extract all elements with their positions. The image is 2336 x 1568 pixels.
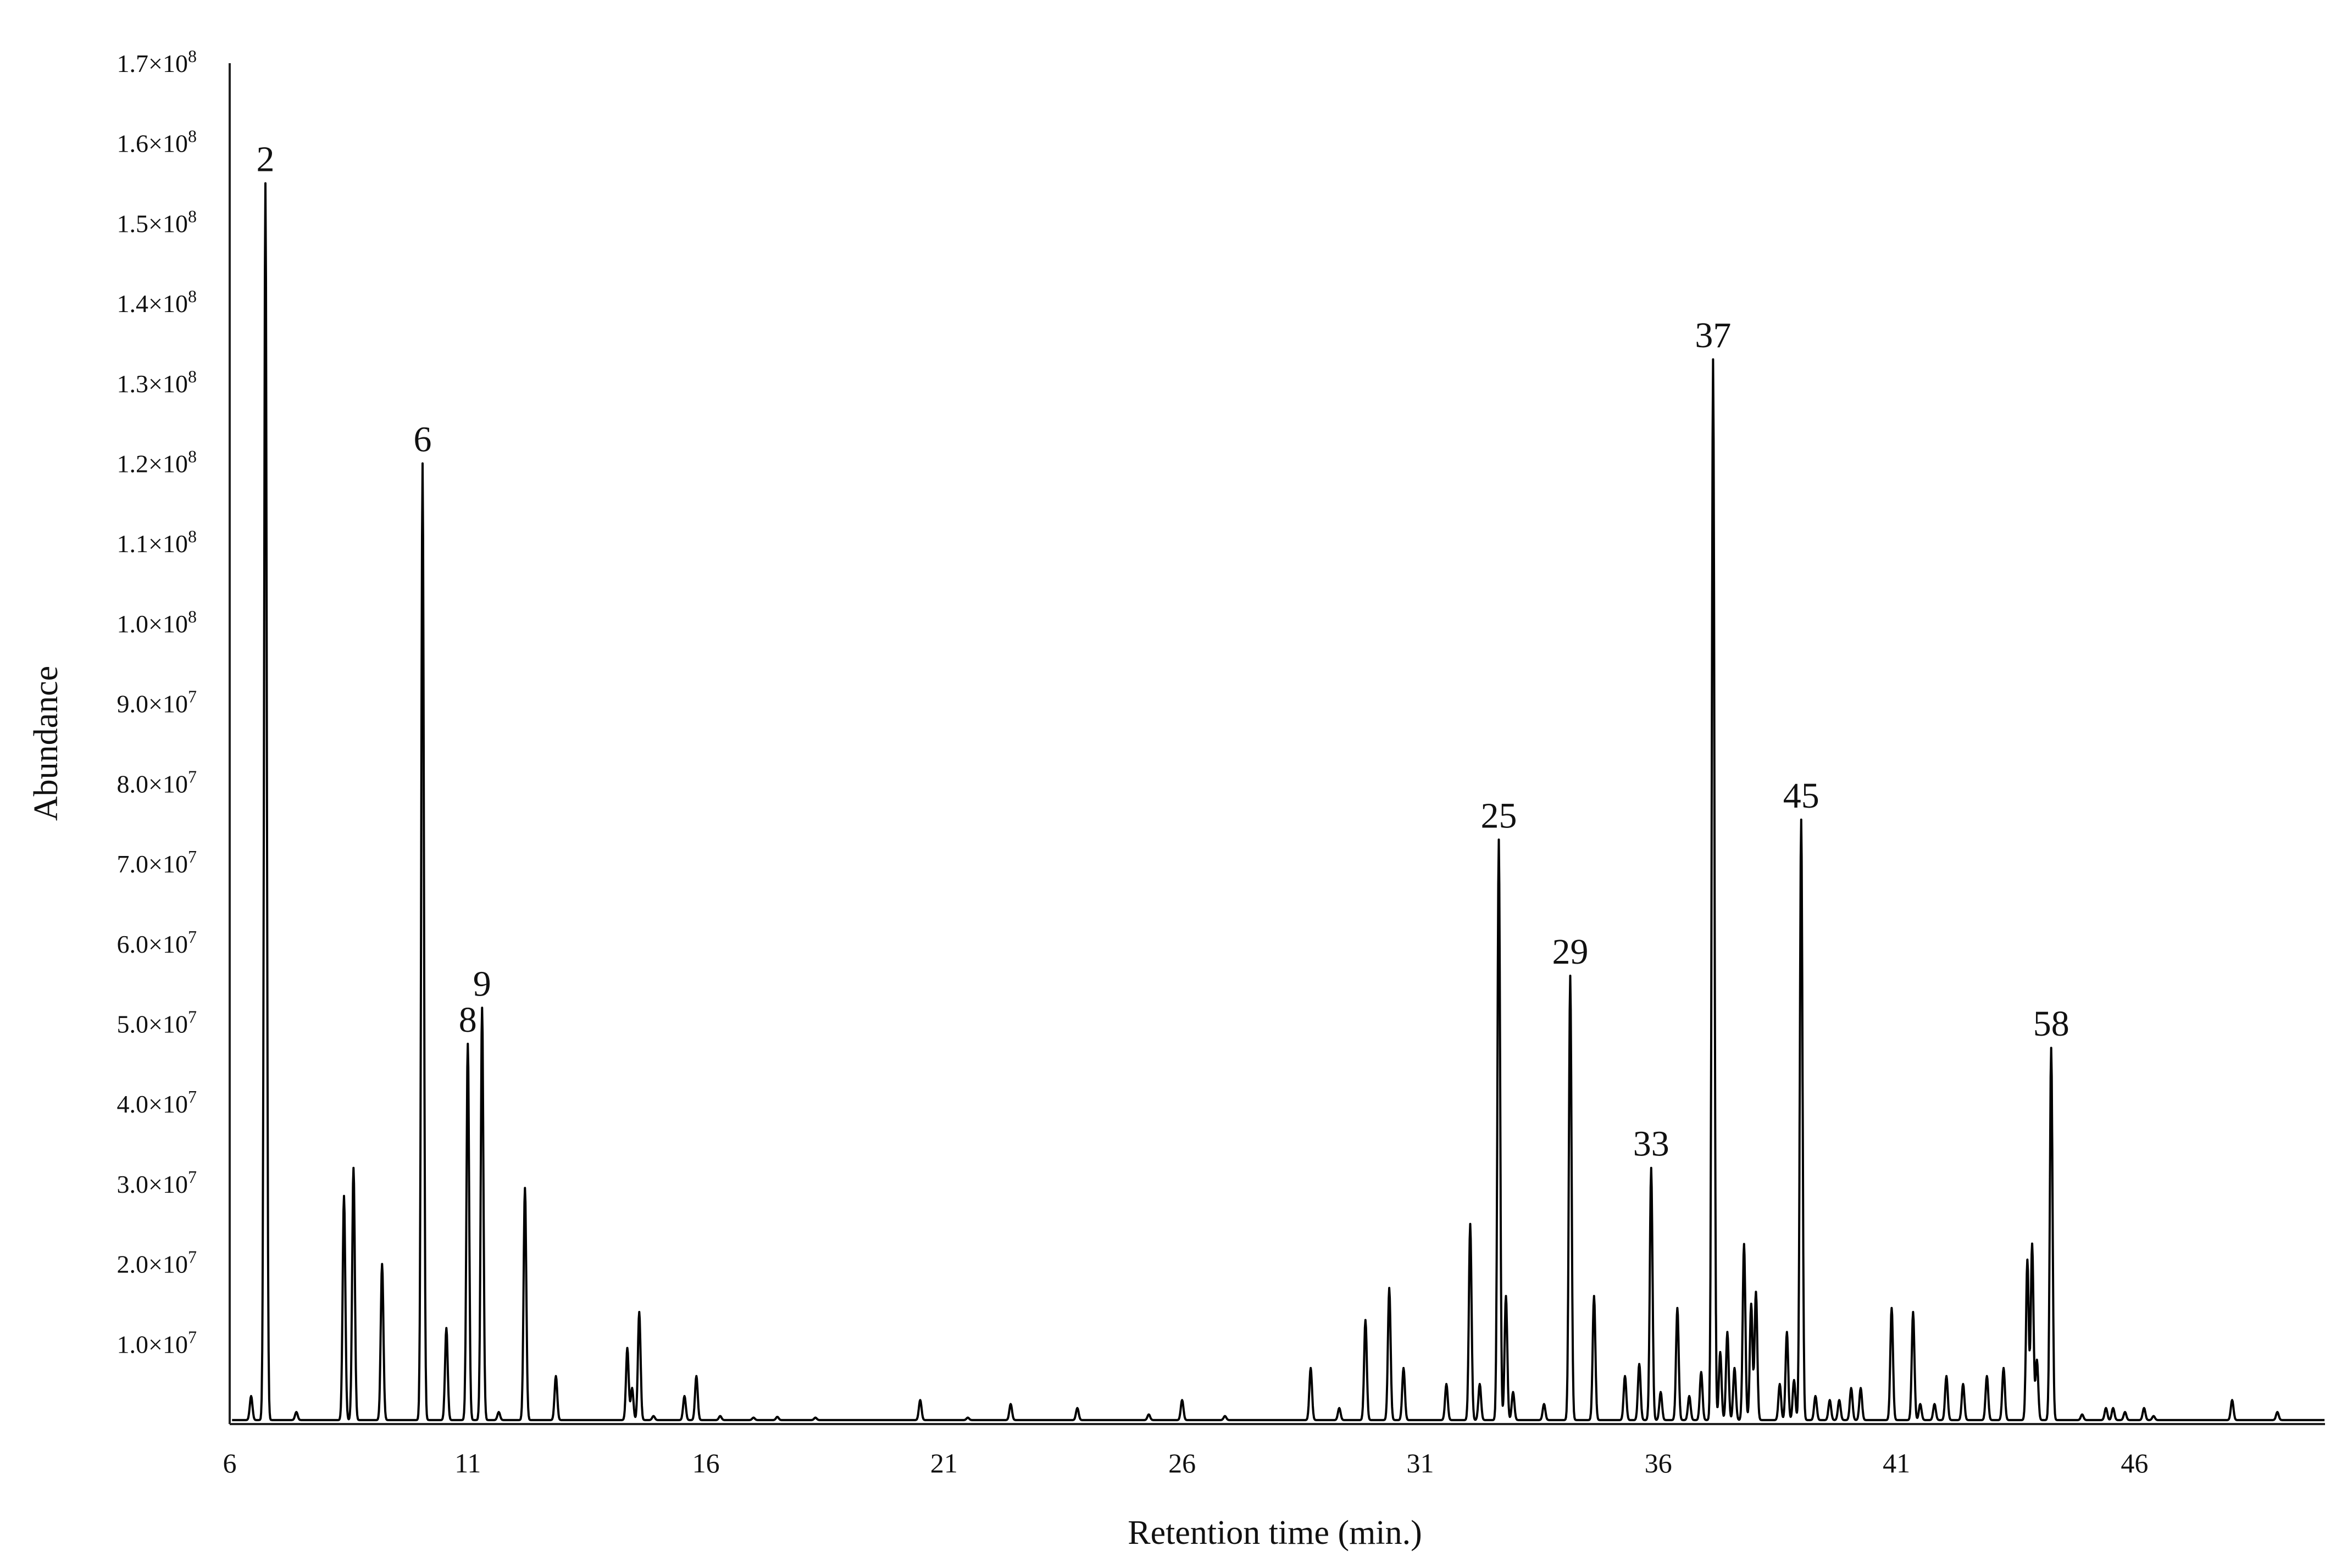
peak-label: 6	[413, 420, 431, 460]
y-tick-label: 7.0×107	[117, 847, 197, 878]
y-tick-label: 1.6×108	[117, 126, 197, 158]
peak-label: 37	[1695, 315, 1731, 355]
peak-label: 25	[1480, 796, 1517, 836]
y-tick-label: 8.0×107	[117, 766, 197, 798]
y-tick-exponent: 8	[188, 607, 197, 626]
x-tick-label: 46	[2121, 1448, 2148, 1478]
y-tick-exponent: 8	[188, 366, 197, 386]
y-tick-exponent: 8	[188, 126, 197, 146]
x-tick-label: 21	[930, 1448, 958, 1478]
peak-label: 58	[2033, 1004, 2069, 1044]
y-tick-label: 1.3×108	[117, 366, 197, 398]
y-tick-exponent: 8	[188, 526, 197, 546]
y-tick-label: 1.0×107	[117, 1327, 197, 1358]
peak-label: 9	[473, 964, 491, 1004]
peak-label: 2	[256, 140, 274, 180]
y-tick-label: 9.0×107	[117, 687, 197, 718]
peak-label: 29	[1552, 932, 1588, 972]
y-tick-label: 2.0×107	[117, 1247, 197, 1278]
y-tick-exponent: 8	[188, 286, 197, 306]
peak-label: 33	[1633, 1124, 1669, 1164]
x-axis-title: Retention time (min.)	[1128, 1514, 1422, 1552]
y-tick-exponent: 8	[188, 46, 197, 66]
y-tick-label: 1.7×108	[117, 46, 197, 77]
y-tick-exponent: 8	[188, 206, 197, 226]
y-tick-label: 1.4×108	[117, 286, 197, 318]
y-tick-label: 1.5×108	[117, 206, 197, 237]
y-tick-label: 3.0×107	[117, 1167, 197, 1198]
y-tick-exponent: 7	[188, 847, 197, 866]
peak-label: 8	[459, 1000, 477, 1040]
y-tick-label: 4.0×107	[117, 1087, 197, 1118]
y-tick-label: 1.2×108	[117, 447, 197, 478]
y-axis-title: Abundance	[27, 666, 65, 821]
y-tick-label: 5.0×107	[117, 1007, 197, 1038]
y-tick-label: 1.0×108	[117, 607, 197, 638]
x-tick-label: 6	[223, 1448, 237, 1478]
y-tick-exponent: 7	[188, 1167, 197, 1187]
y-tick-exponent: 8	[188, 447, 197, 466]
y-tick-labels: 1.0×107 2.0×107 3.0×107 4.0×107 5.0×107 6.0×1…	[117, 46, 197, 1358]
chromatogram-trace	[232, 182, 2325, 1421]
y-tick-exponent: 7	[188, 1327, 197, 1347]
x-tick-label: 31	[1406, 1448, 1434, 1478]
x-tick-label: 41	[1883, 1448, 1910, 1478]
x-tick-label: 16	[692, 1448, 720, 1478]
y-tick-label: 1.1×108	[117, 526, 197, 558]
x-axis: 6 11 16 21 26 31 36 41 46	[223, 1423, 2325, 1478]
x-tick-label: 11	[454, 1448, 481, 1478]
x-tick-labels: 6 11 16 21 26 31 36 41 46	[223, 1448, 2149, 1478]
peak-label: 45	[1783, 776, 1819, 816]
y-tick-label: 6.0×107	[117, 927, 197, 958]
x-tick-label: 26	[1168, 1448, 1196, 1478]
x-tick-label: 36	[1645, 1448, 1672, 1478]
y-tick-exponent: 7	[188, 1247, 197, 1267]
y-tick-exponent: 7	[188, 687, 197, 707]
peak-labels: 2 6 89 25 29 33 37 45 58	[256, 140, 2069, 1164]
y-tick-exponent: 7	[188, 1007, 197, 1026]
y-tick-exponent: 7	[188, 766, 197, 786]
y-axis: 1.0×107 2.0×107 3.0×107 4.0×107 5.0×107 6.0×1…	[117, 46, 231, 1424]
y-tick-exponent: 7	[188, 1087, 197, 1107]
y-tick-exponent: 7	[188, 927, 197, 947]
